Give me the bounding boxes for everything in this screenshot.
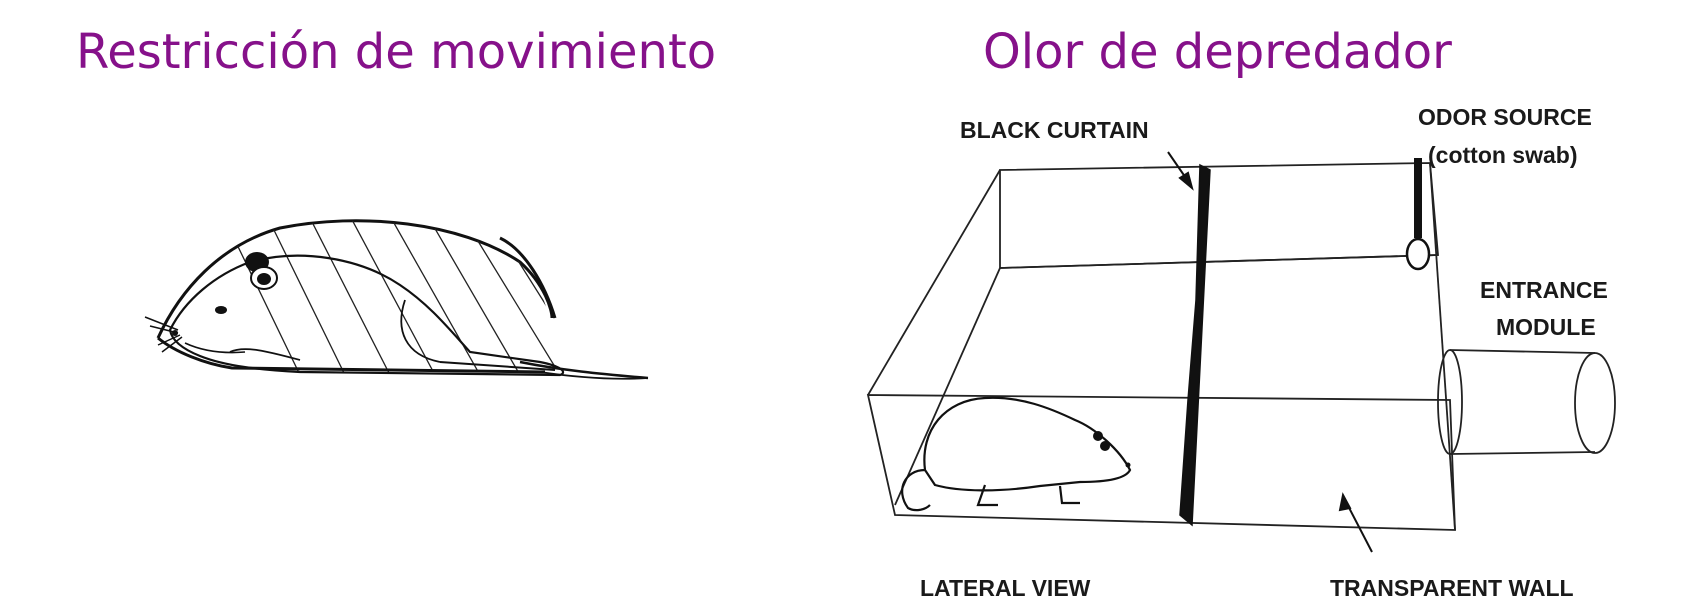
arena-box <box>866 162 1456 531</box>
restraint-hatching <box>229 220 556 372</box>
odor-source-label: ODOR SOURCE <box>1418 104 1592 130</box>
label-arrows <box>1167 151 1373 553</box>
predator-odor-title: Olor de depredador <box>983 24 1452 80</box>
lateral-view-label: LATERAL VIEW <box>920 575 1091 601</box>
black-curtain <box>1179 163 1211 527</box>
cotton-swab-label: (cotton swab) <box>1428 142 1578 168</box>
restraint-title: Restricción de movimiento <box>76 24 717 80</box>
entrance-label: ENTRANCE <box>1480 277 1608 303</box>
black-curtain-label: BLACK CURTAIN <box>960 117 1149 143</box>
module-label: MODULE <box>1496 314 1596 340</box>
cotton-swab-stick <box>1414 158 1422 238</box>
transparent-wall-label: TRANSPARENT WALL <box>1330 575 1574 601</box>
rat-tail <box>519 360 649 380</box>
entrance-module-tube <box>1437 349 1616 455</box>
arena-rat <box>901 396 1132 512</box>
restraint-cone <box>156 219 554 339</box>
whiskers <box>144 316 183 353</box>
cotton-swab-tip <box>1405 237 1431 271</box>
